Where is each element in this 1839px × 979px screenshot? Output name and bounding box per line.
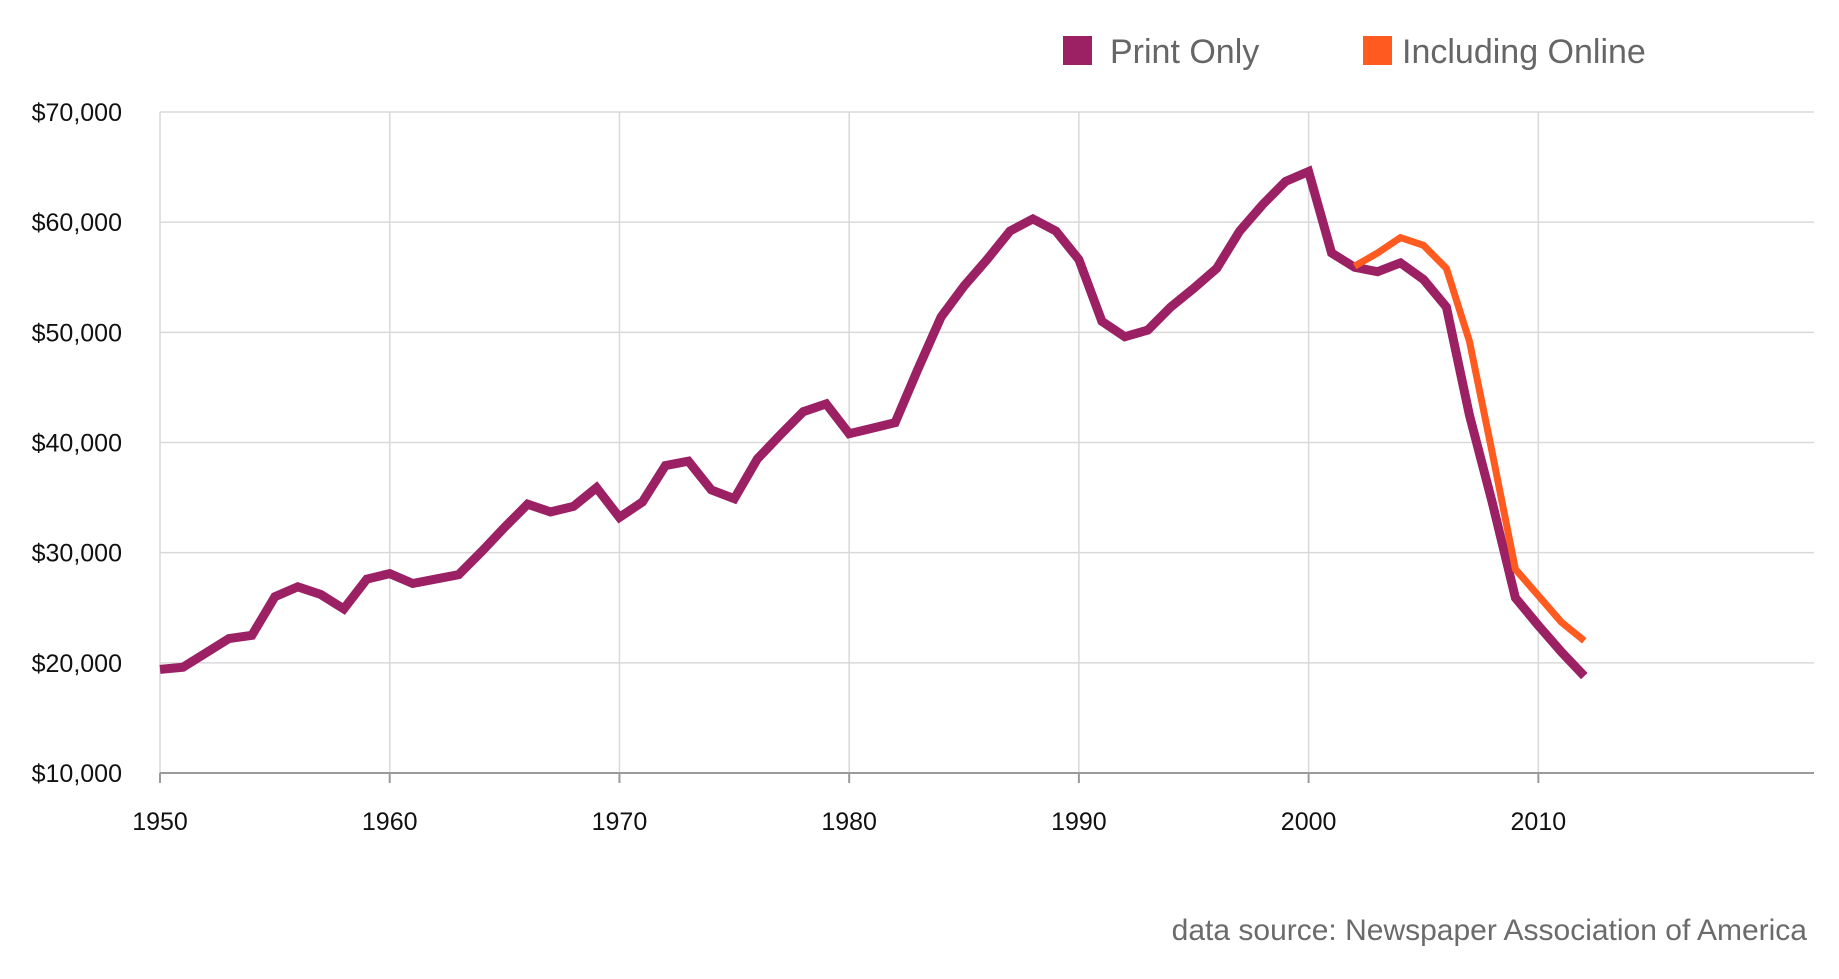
x-tick-label: 2010 (1511, 808, 1567, 836)
y-tick-label: $10,000 (32, 760, 122, 788)
legend-item-print-only: Print Only (1063, 33, 1259, 71)
legend-label-including-online: Including Online (1402, 33, 1646, 71)
series-lines (159, 165, 1588, 680)
x-tick-label: 1970 (592, 808, 648, 836)
x-tick-label: 1980 (821, 808, 877, 836)
legend-item-including-online: Including Online (1363, 33, 1646, 71)
grid-lines (159, 111, 1814, 773)
y-tick-label: $50,000 (32, 319, 122, 347)
x-tick-label: 1960 (362, 808, 418, 836)
x-tick-label: 1990 (1051, 808, 1107, 836)
legend: Print Only Including Online (1063, 33, 1646, 71)
y-tick-label: $60,000 (32, 209, 122, 237)
y-tick-label: $70,000 (32, 99, 122, 127)
axes: $10,000 $20,000 $30,000 $40,000 $50,000 $60,0… (32, 99, 1814, 836)
series-line-including-online (1352, 233, 1587, 644)
y-tick-label: $40,000 (32, 430, 122, 458)
y-tick-label: $20,000 (32, 650, 122, 678)
legend-swatch-including-online (1363, 36, 1392, 65)
legend-label-print-only: Print Only (1110, 33, 1259, 71)
legend-swatch-print-only (1063, 36, 1092, 65)
x-tick-label: 2000 (1281, 808, 1337, 836)
series-line-print-only (159, 165, 1588, 680)
data-source-note: data source: Newspaper Association of Am… (1172, 914, 1808, 947)
y-tick-label: $30,000 (32, 540, 122, 568)
x-tick-label: 1950 (132, 808, 188, 836)
